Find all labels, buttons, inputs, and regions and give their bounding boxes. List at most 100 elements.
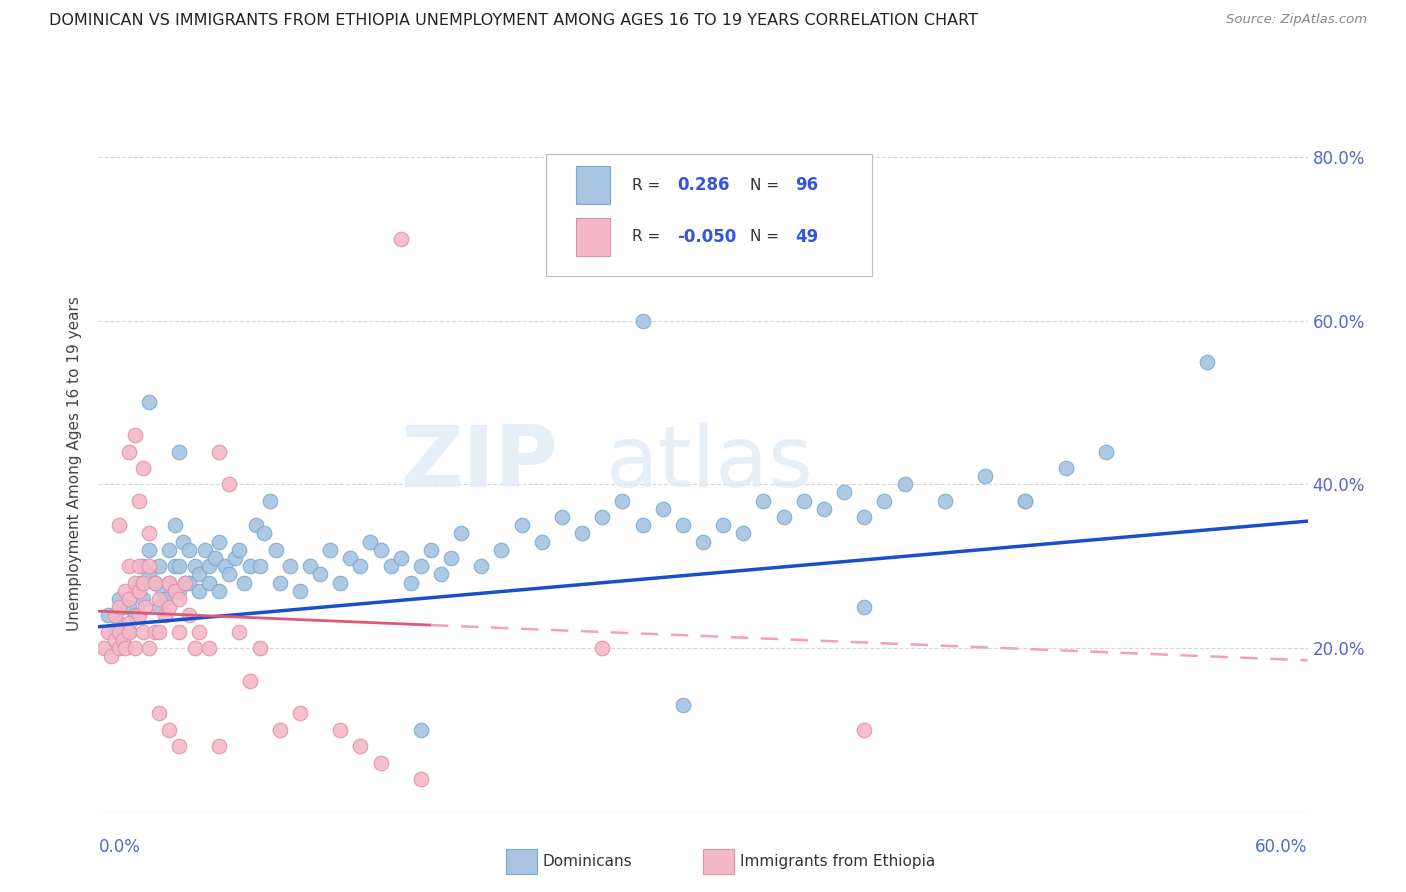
- Point: [188, 624, 211, 639]
- Point: [389, 551, 412, 566]
- Point: [299, 559, 322, 574]
- Point: [409, 559, 432, 574]
- Point: [111, 600, 134, 615]
- Point: [118, 624, 141, 639]
- Point: [157, 575, 180, 590]
- Point: [711, 518, 734, 533]
- Point: [218, 477, 240, 491]
- Point: [167, 559, 190, 574]
- Point: [148, 624, 170, 639]
- Point: [470, 559, 492, 574]
- Point: [651, 501, 673, 516]
- Point: [167, 739, 190, 754]
- Point: [259, 493, 281, 508]
- Point: [491, 542, 513, 557]
- Point: [179, 575, 201, 590]
- Point: [329, 575, 352, 590]
- Point: [132, 559, 155, 574]
- Point: [103, 608, 125, 623]
- FancyBboxPatch shape: [546, 154, 872, 276]
- Point: [100, 649, 122, 664]
- Point: [631, 518, 654, 533]
- Point: [111, 632, 134, 647]
- Point: [194, 542, 217, 557]
- Point: [148, 559, 170, 574]
- Point: [107, 616, 129, 631]
- Point: [974, 469, 997, 483]
- Y-axis label: Unemployment Among Ages 16 to 19 years: Unemployment Among Ages 16 to 19 years: [67, 296, 83, 632]
- Point: [184, 559, 207, 574]
- Point: [107, 591, 129, 606]
- Point: [232, 575, 254, 590]
- Point: [370, 542, 392, 557]
- Point: [107, 624, 129, 639]
- Point: [631, 313, 654, 327]
- Point: [440, 551, 463, 566]
- Point: [138, 567, 160, 582]
- Point: [103, 624, 125, 639]
- Text: R =: R =: [631, 229, 665, 244]
- Point: [1095, 444, 1118, 458]
- Point: [163, 583, 186, 598]
- Point: [179, 542, 201, 557]
- Point: [1054, 461, 1077, 475]
- Point: [380, 559, 402, 574]
- Point: [399, 575, 422, 590]
- Point: [188, 583, 211, 598]
- Point: [198, 640, 221, 655]
- Point: [128, 493, 150, 508]
- Text: 60.0%: 60.0%: [1256, 838, 1308, 856]
- Point: [134, 600, 156, 615]
- Point: [107, 518, 129, 533]
- Point: [360, 534, 382, 549]
- Point: [591, 510, 613, 524]
- Point: [692, 534, 714, 549]
- Point: [733, 526, 755, 541]
- Point: [245, 518, 267, 533]
- Point: [370, 756, 392, 770]
- Text: -0.050: -0.050: [678, 228, 737, 246]
- Text: Immigrants from Ethiopia: Immigrants from Ethiopia: [740, 855, 935, 869]
- Text: 0.286: 0.286: [678, 177, 730, 194]
- Point: [269, 723, 291, 737]
- Text: 0.0%: 0.0%: [98, 838, 141, 856]
- Point: [124, 428, 146, 442]
- Text: Dominicans: Dominicans: [543, 855, 633, 869]
- Point: [349, 559, 371, 574]
- Point: [530, 534, 553, 549]
- Point: [228, 542, 250, 557]
- Point: [132, 624, 155, 639]
- Point: [167, 591, 190, 606]
- Point: [198, 575, 221, 590]
- Point: [249, 640, 271, 655]
- Point: [124, 583, 146, 598]
- Point: [93, 640, 115, 655]
- Point: [132, 461, 155, 475]
- Point: [873, 493, 896, 508]
- Point: [179, 608, 201, 623]
- Point: [143, 624, 166, 639]
- Point: [420, 542, 443, 557]
- Point: [114, 640, 136, 655]
- Point: [163, 559, 186, 574]
- Point: [430, 567, 453, 582]
- Point: [128, 608, 150, 623]
- Point: [409, 723, 432, 737]
- Point: [157, 542, 180, 557]
- Point: [184, 640, 207, 655]
- Point: [128, 575, 150, 590]
- Point: [132, 575, 155, 590]
- Point: [138, 559, 160, 574]
- Point: [224, 551, 246, 566]
- Point: [510, 518, 533, 533]
- Point: [409, 772, 432, 786]
- Point: [157, 575, 180, 590]
- Text: R =: R =: [631, 178, 665, 193]
- Point: [612, 493, 634, 508]
- Point: [143, 575, 166, 590]
- Point: [138, 542, 160, 557]
- Point: [450, 526, 472, 541]
- FancyBboxPatch shape: [576, 166, 610, 204]
- Point: [853, 600, 876, 615]
- Point: [124, 575, 146, 590]
